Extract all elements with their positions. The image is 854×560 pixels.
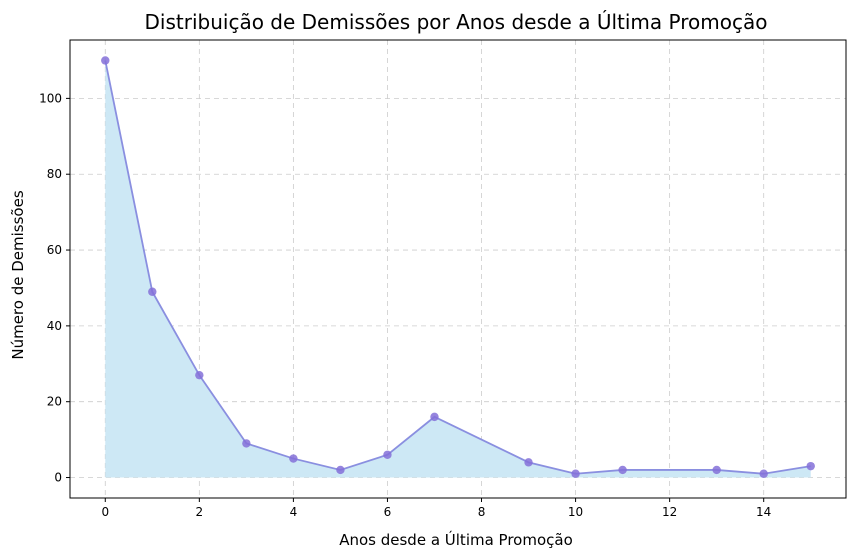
x-tick-label: 2 bbox=[196, 505, 204, 519]
data-point bbox=[430, 412, 439, 422]
x-axis-label: Anos desde a Última Promoção bbox=[339, 530, 573, 549]
area-layer bbox=[105, 60, 811, 478]
y-tick-label: 20 bbox=[47, 395, 62, 409]
x-tick-label: 12 bbox=[662, 505, 677, 519]
area-fill bbox=[105, 60, 811, 478]
data-point bbox=[242, 439, 251, 448]
data-point bbox=[712, 465, 721, 475]
data-point bbox=[195, 370, 204, 380]
y-axis-label: Número de Demissões bbox=[9, 190, 27, 359]
data-point bbox=[618, 465, 627, 475]
x-tick-label: 14 bbox=[756, 505, 771, 519]
series-line bbox=[104, 60, 811, 475]
data-point bbox=[571, 469, 580, 478]
line-layer bbox=[104, 60, 811, 475]
y-tick-label: 40 bbox=[47, 319, 62, 333]
data-point bbox=[148, 287, 157, 296]
x-tick-label: 4 bbox=[290, 505, 298, 519]
y-ticks: 0 20 40 60 80 100 bbox=[39, 91, 70, 485]
data-point bbox=[524, 458, 533, 467]
data-point bbox=[289, 454, 298, 463]
data-point bbox=[806, 461, 815, 471]
y-tick-label: 60 bbox=[47, 243, 62, 257]
x-tick-label: 6 bbox=[384, 505, 392, 519]
y-tick-label: 0 bbox=[54, 471, 62, 485]
x-ticks: 0 2 4 6 8 10 12 14 bbox=[101, 498, 771, 519]
x-tick-label: 0 bbox=[101, 505, 109, 519]
x-tick-label: 8 bbox=[478, 505, 486, 519]
data-point bbox=[383, 450, 392, 459]
plot-frame bbox=[69, 39, 847, 499]
y-tick-label: 80 bbox=[47, 167, 62, 181]
data-point bbox=[101, 56, 110, 65]
data-point bbox=[336, 465, 345, 475]
data-point bbox=[759, 469, 768, 478]
marker-layer bbox=[101, 56, 815, 478]
chart-title: Distribuição de Demissões por Anos desde… bbox=[145, 10, 768, 34]
y-tick-label: 100 bbox=[39, 91, 62, 105]
x-tick-label: 10 bbox=[568, 505, 583, 519]
